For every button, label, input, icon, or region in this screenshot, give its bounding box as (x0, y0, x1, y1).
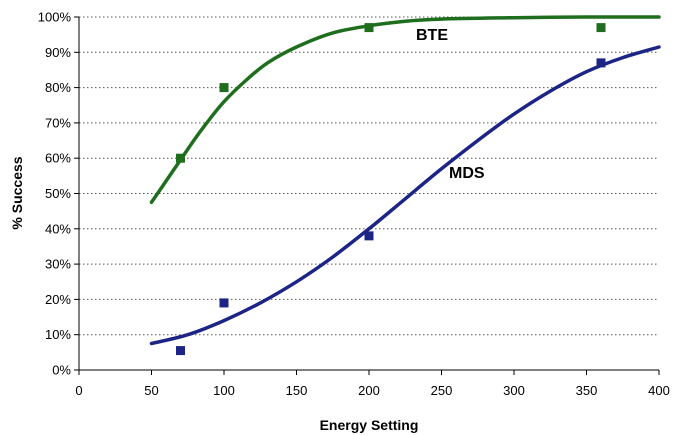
x-tick-label: 50 (144, 383, 158, 398)
y-tick-labels: 0% 10% 20% 30% 40% 50% 60% 70% 80% 90% 100% (38, 10, 72, 378)
bte-point (219, 83, 229, 93)
y-tick-label: 0% (52, 363, 71, 378)
x-tick-label: 300 (503, 383, 525, 398)
mds-point (219, 298, 229, 308)
series-labels: BTE MDS (416, 27, 485, 182)
bte-point (364, 23, 374, 33)
y-tick-label: 10% (45, 327, 71, 342)
x-tick-label: 400 (648, 383, 670, 398)
x-tick-label: 150 (286, 383, 308, 398)
y-tick-label: 20% (45, 292, 71, 307)
mds-point (176, 346, 185, 356)
y-tick-label: 30% (45, 257, 71, 272)
x-tick-label: 200 (358, 383, 380, 398)
bte-label: BTE (416, 27, 448, 44)
x-tick-label: 250 (431, 383, 453, 398)
y-tick-label: 60% (45, 151, 71, 166)
mds-label: MDS (449, 165, 485, 182)
y-tick-label: 90% (45, 45, 71, 60)
bte-point (176, 153, 185, 163)
mds-point (364, 231, 374, 241)
data-markers (176, 23, 606, 356)
y-tick-label: 80% (45, 80, 71, 95)
axes (74, 16, 660, 375)
y-tick-label: 70% (45, 115, 71, 130)
x-tick-label: 350 (576, 383, 598, 398)
x-tick-label: 100 (213, 383, 235, 398)
fit-curves (149, 15, 661, 346)
y-tick-label: 100% (38, 10, 72, 25)
mds-fit-line (149, 45, 661, 346)
x-tick-labels: 0 50 100 150 200 250 300 350 400 (75, 383, 669, 398)
y-axis-title: % Success (9, 156, 25, 229)
mds-point (596, 58, 606, 68)
x-tick-label: 0 (75, 383, 82, 398)
y-tick-label: 40% (45, 221, 71, 236)
bte-fit-line (149, 15, 661, 205)
x-axis-title: Energy Setting (320, 417, 419, 433)
gridlines (79, 16, 659, 336)
y-tick-label: 50% (45, 186, 71, 201)
bte-point (596, 23, 606, 33)
